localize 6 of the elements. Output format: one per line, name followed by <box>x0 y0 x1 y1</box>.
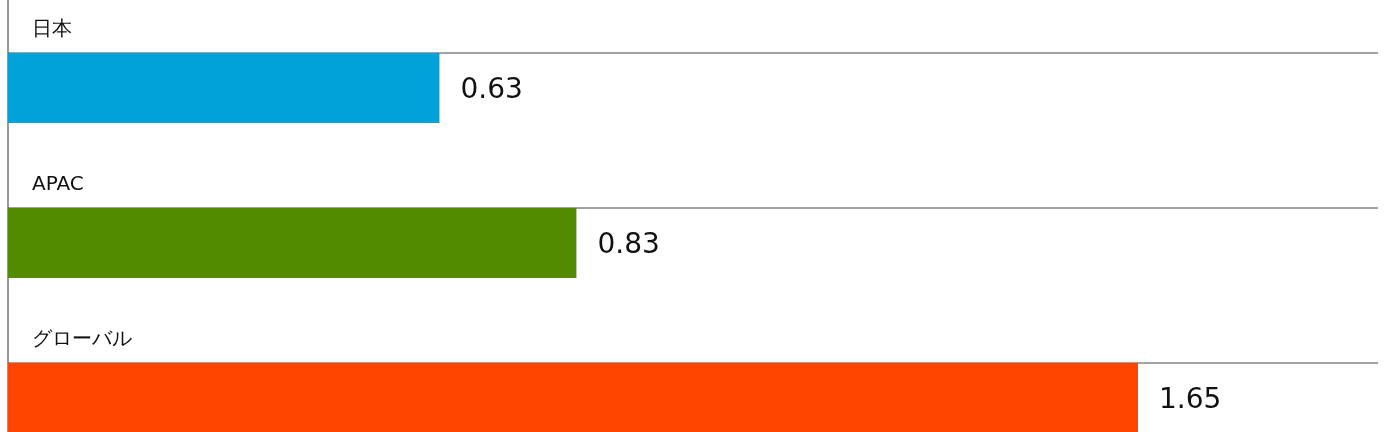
y-tick-label: APAC <box>32 171 84 195</box>
y-tick-label: 日本 <box>32 16 72 40</box>
data-label: 0.63 <box>460 72 523 105</box>
y-tick-label: グローバル <box>32 326 132 350</box>
data-label: 1.65 <box>1159 382 1222 415</box>
data-label: 0.83 <box>597 227 660 260</box>
